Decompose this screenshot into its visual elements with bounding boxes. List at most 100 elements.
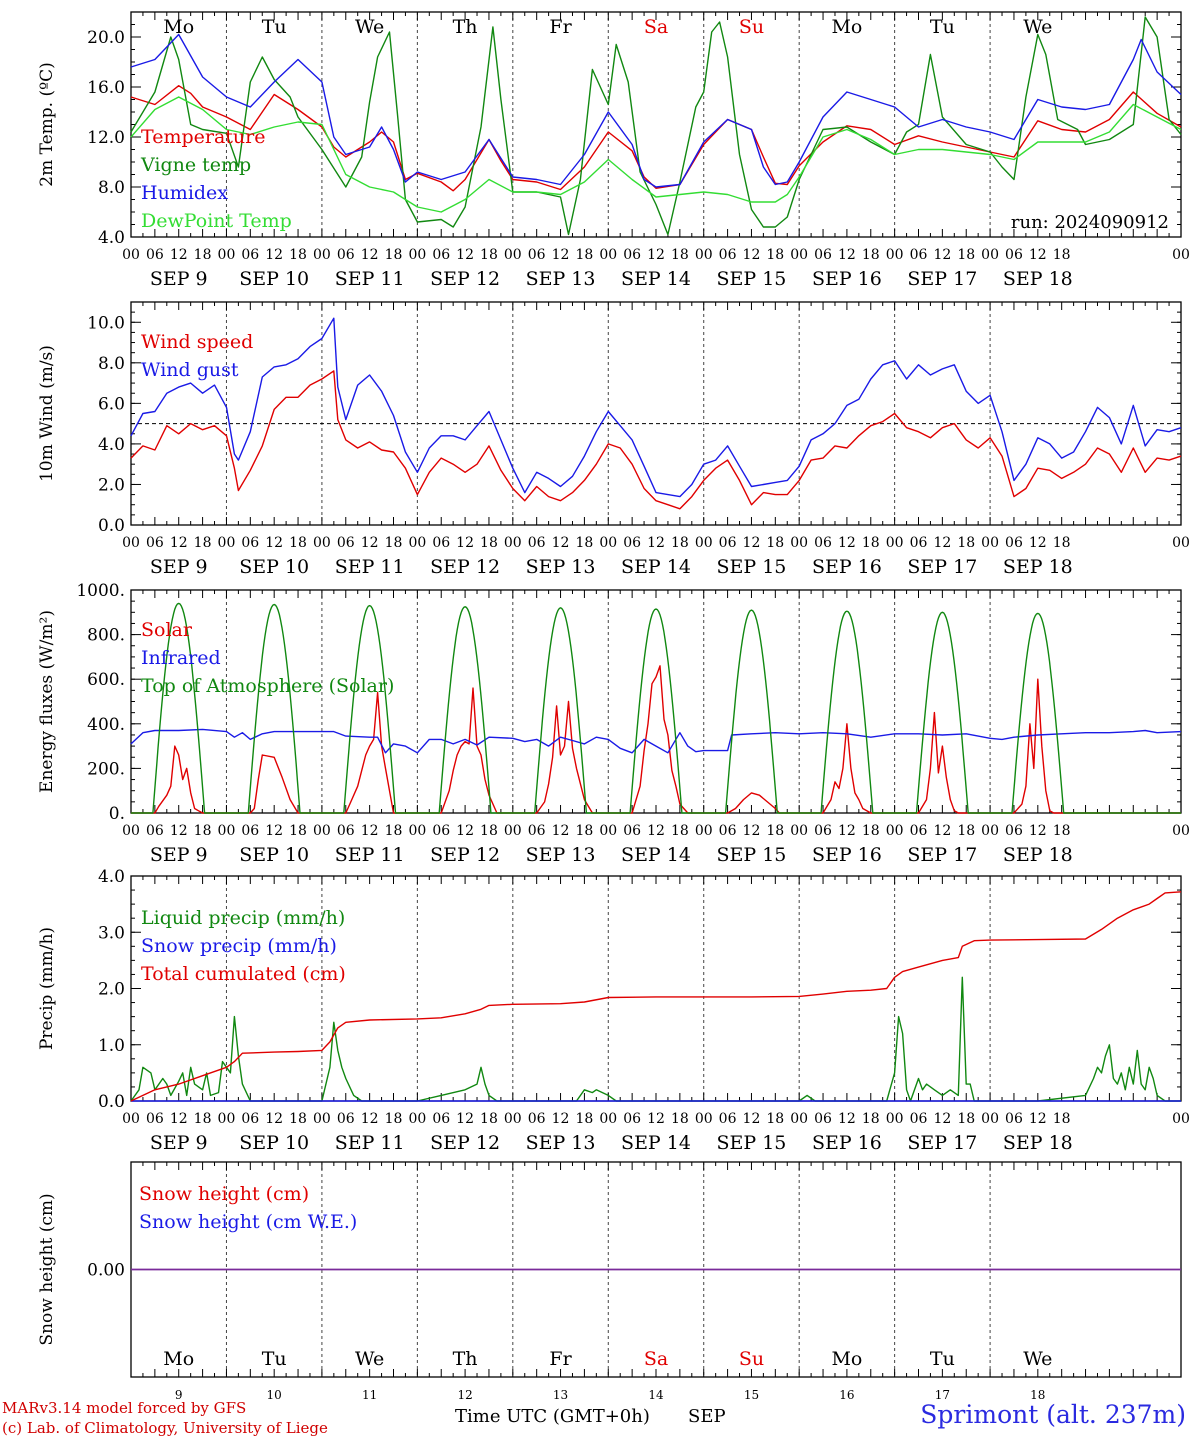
hour-tick-label: 00 [218, 1111, 236, 1127]
date-label: SEP 18 [1003, 844, 1073, 866]
hour-tick-label: 18 [671, 247, 689, 263]
hour-tick-label: 00 [886, 823, 904, 839]
legend-entry: Total cumulated (cm) [141, 963, 346, 985]
hour-tick-label: 00 [886, 1111, 904, 1127]
weekday-label-bottom: Mo [163, 1348, 194, 1370]
hour-tick-label: 18 [957, 823, 975, 839]
hour-tick-label: 12 [456, 247, 474, 263]
hour-tick-label: 00 [599, 823, 617, 839]
date-label: SEP 18 [1003, 1132, 1073, 1154]
hour-tick-label: 12 [933, 823, 951, 839]
hour-tick-label: 06 [432, 535, 450, 551]
hour-tick-label: 18 [385, 247, 403, 263]
hour-tick-label: 06 [910, 535, 928, 551]
hour-tick-label: 06 [623, 247, 641, 263]
date-label: SEP 11 [335, 1132, 405, 1154]
y-tick-label: 8.0 [98, 178, 125, 198]
hour-tick-label: 18 [289, 823, 307, 839]
hour-tick-label: 00 [504, 535, 522, 551]
series-line-solar [131, 665, 1181, 814]
hour-tick-label: 12 [743, 1111, 761, 1127]
hour-tick-label: 18 [385, 1111, 403, 1127]
hour-tick-label: 18 [480, 247, 498, 263]
hour-tick-label: 12 [265, 535, 283, 551]
hour-tick-label: 18 [862, 823, 880, 839]
hour-tick-label: 18 [766, 247, 784, 263]
date-label: SEP 15 [717, 844, 787, 866]
date-label: SEP 15 [717, 1132, 787, 1154]
legend-entry: Snow height (cm) [139, 1183, 309, 1205]
hour-tick-label: 06 [241, 1111, 259, 1127]
hour-tick-label: 12 [265, 1111, 283, 1127]
legend-entry: Vigne temp [140, 154, 251, 176]
weekday-label-bottom: Tu [930, 1348, 955, 1370]
hour-tick-label: 00 [695, 823, 713, 839]
hour-tick-label: 18 [766, 1111, 784, 1127]
hour-tick-label: 12 [361, 535, 379, 551]
date-label: SEP 13 [526, 556, 596, 578]
date-label: SEP 13 [526, 1132, 596, 1154]
date-label: SEP 17 [907, 1132, 977, 1154]
hour-tick-label: 06 [1005, 823, 1023, 839]
hour-tick-label: 00 [695, 247, 713, 263]
hour-tick-label: 12 [743, 823, 761, 839]
hour-tick-label: 06 [623, 535, 641, 551]
hour-tick-label: 06 [528, 823, 546, 839]
date-label: SEP 10 [239, 844, 309, 866]
hour-tick-label: 12 [838, 823, 856, 839]
hour-tick-label: 18 [957, 247, 975, 263]
hour-tick-label: 18 [671, 823, 689, 839]
hour-tick-label: 12 [933, 535, 951, 551]
hour-tick-label: 00 [408, 247, 426, 263]
hour-tick-label: 18 [957, 535, 975, 551]
model-credit: MARv3.14 model forced by GFS [2, 1399, 247, 1417]
date-label: SEP 12 [430, 268, 500, 290]
hour-tick-label: 18 [575, 247, 593, 263]
date-label: SEP 14 [621, 268, 691, 290]
weekday-label-top: Mo [163, 16, 194, 38]
hour-tick-label: 00 [599, 1111, 617, 1127]
y-tick-label: 12.0 [87, 128, 125, 148]
day-number-label: 10 [267, 1388, 282, 1402]
hour-tick-label: 06 [241, 823, 259, 839]
hour-tick-label: 06 [719, 823, 737, 839]
series-line-liquid-precip-mm-h- [130, 976, 1181, 1102]
hour-tick-label: 00 [886, 535, 904, 551]
hour-tick-label: 12 [647, 1111, 665, 1127]
hour-tick-label: 06 [337, 1111, 355, 1127]
hour-tick-label: 00 [790, 247, 808, 263]
hour-tick-label: 00 [790, 1111, 808, 1127]
date-label: SEP 14 [621, 556, 691, 578]
hour-tick-label: 06 [814, 823, 832, 839]
hour-tick-label: 12 [456, 823, 474, 839]
x-axis-month: SEP [688, 1406, 726, 1427]
hour-tick-label: 18 [194, 1111, 212, 1127]
hour-tick-label: 00 [313, 823, 331, 839]
hour-tick-label: 00 [981, 247, 999, 263]
y-tick-label: 2.0 [98, 980, 125, 1000]
date-label: SEP 11 [335, 268, 405, 290]
hour-tick-label: 00 [408, 1111, 426, 1127]
legend-entry: DewPoint Temp [141, 210, 292, 232]
hour-tick-label: 00 [408, 535, 426, 551]
hour-tick-label: 06 [623, 823, 641, 839]
y-tick-label: 0.0 [98, 1092, 125, 1112]
y-tick-label: 200. [87, 759, 125, 779]
hour-tick-label: 12 [552, 535, 570, 551]
y-tick-label: 4.0 [98, 228, 125, 248]
hour-tick-label: 06 [814, 535, 832, 551]
hour-tick-label: 12 [170, 247, 188, 263]
day-number-label: 14 [648, 1388, 664, 1402]
hour-tick-label: 12 [838, 247, 856, 263]
hour-tick-label: 00 [122, 823, 140, 839]
weekday-label-bottom: Mo [831, 1348, 862, 1370]
legend-entry: Temperature [141, 126, 265, 148]
series-line-top-of-atmosphere-solar- [131, 602, 1181, 814]
hour-tick-label: 06 [719, 1111, 737, 1127]
hour-tick-label: 06 [910, 823, 928, 839]
date-label: SEP 17 [907, 268, 977, 290]
y-tick-label: 0. [109, 804, 125, 824]
hour-tick-label: 00 [504, 1111, 522, 1127]
hour-tick-label: 00 [313, 247, 331, 263]
y-axis-label: Energy fluxes (W/m²) [37, 610, 57, 793]
